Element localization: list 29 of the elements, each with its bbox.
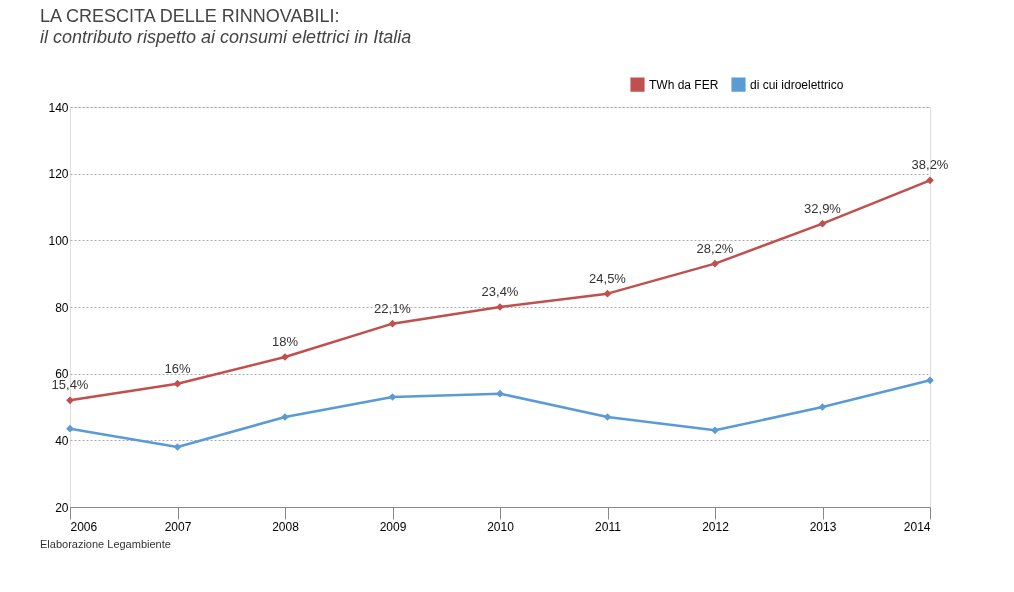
annotation: 22,1% (374, 300, 412, 316)
x-tick-label: 2006 (70, 519, 98, 534)
annotation: 16% (164, 360, 191, 376)
annotation: 28,2% (696, 240, 734, 256)
legend-label: TWh da FER (649, 77, 719, 92)
x-tick-label: 2011 (595, 519, 622, 534)
annotation: 18% (271, 334, 299, 349)
annotation: 32,9% (804, 200, 842, 216)
x-tick-label: 2013 (809, 519, 837, 534)
legend-label: di cui idroelettrico (750, 77, 844, 92)
text: Elaborazione Legambiente (40, 538, 171, 550)
annotation: 15,4% (51, 377, 89, 393)
annotation: 23,4% (481, 284, 519, 299)
x-tick-label: 2008 (272, 519, 300, 534)
y-tick-label: 120 (48, 167, 69, 182)
annotation: 38,2% (911, 157, 949, 173)
x-tick-label: 2007 (164, 519, 192, 534)
y-tick-label: 20 (55, 500, 69, 515)
y-tick-label: 80 (55, 300, 69, 315)
y-tick-label: 100 (48, 233, 69, 248)
x-tick-label: 2012 (702, 519, 730, 534)
y-tick-label: 40 (55, 433, 69, 448)
chart-subtitle: il contributo rispetto ai consumi elettrici in Italia (40, 27, 412, 47)
chart-title: LA CRESCITA DELLE RINNOVABILI: (40, 6, 340, 26)
annotation: 24,5% (589, 270, 627, 286)
x-tick-label: 2014 (903, 519, 931, 534)
y-tick-label: 140 (48, 100, 69, 115)
x-tick-label: 2009 (379, 519, 407, 534)
x-tick-label: 2010 (487, 519, 515, 534)
